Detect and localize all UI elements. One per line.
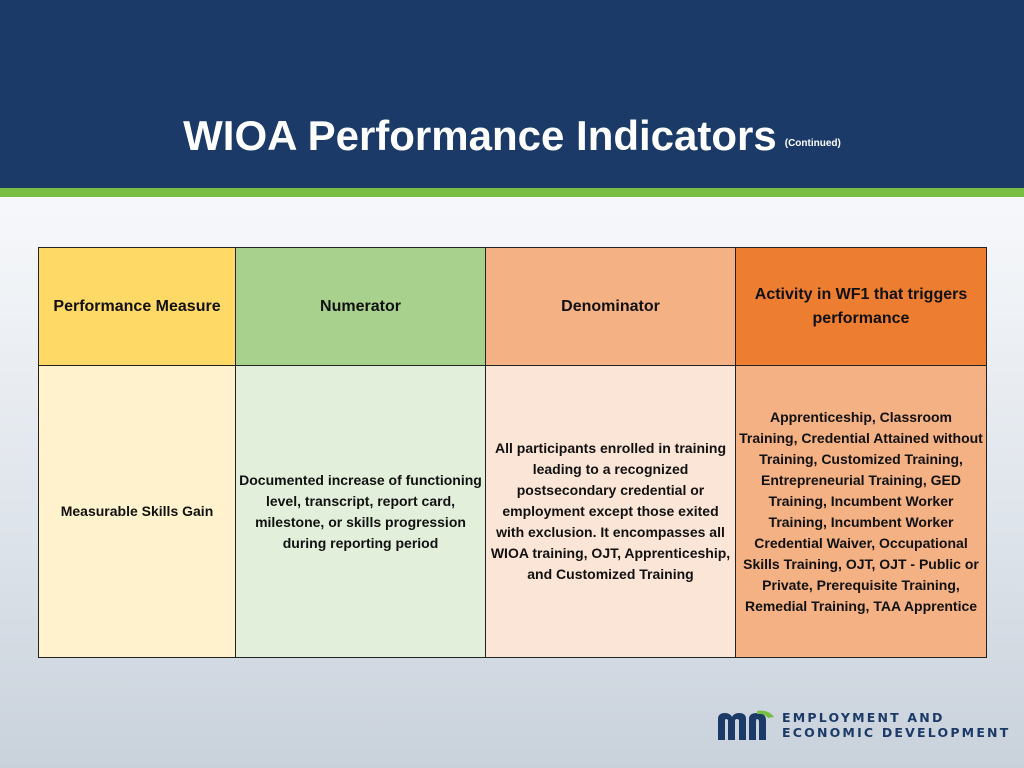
table-row: Measurable Skills Gain Documented increa… (38, 365, 987, 658)
logo-line-1: EMPLOYMENT AND (782, 710, 945, 725)
cell-denominator: All participants enrolled in training le… (485, 365, 736, 658)
slide-title-suffix: (Continued) (784, 138, 841, 149)
cell-activity: Apprenticeship, Classroom Training, Cred… (735, 365, 987, 658)
header-denominator: Denominator (485, 247, 736, 366)
deed-logo: EMPLOYMENT AND ECONOMIC DEVELOPMENT (716, 706, 1008, 746)
header-activity: Activity in WF1 that triggers performanc… (735, 247, 987, 366)
slide-title-block: WIOA Performance Indicators (Continued) (0, 112, 1024, 160)
cell-numerator: Documented increase of functioning level… (235, 365, 486, 658)
table-header-row: Performance Measure Numerator Denominato… (38, 247, 987, 366)
performance-indicators-table: Performance Measure Numerator Denominato… (38, 247, 987, 658)
logo-text: EMPLOYMENT AND ECONOMIC DEVELOPMENT (782, 710, 1010, 740)
slide-header (0, 0, 1024, 188)
header-numerator: Numerator (235, 247, 486, 366)
mn-logo-icon (718, 710, 774, 740)
header-accent-stripe (0, 188, 1024, 197)
cell-measure: Measurable Skills Gain (38, 365, 236, 658)
logo-line-2: ECONOMIC DEVELOPMENT (782, 725, 1011, 740)
header-performance-measure: Performance Measure (38, 247, 236, 366)
slide-title: WIOA Performance Indicators (183, 112, 777, 159)
